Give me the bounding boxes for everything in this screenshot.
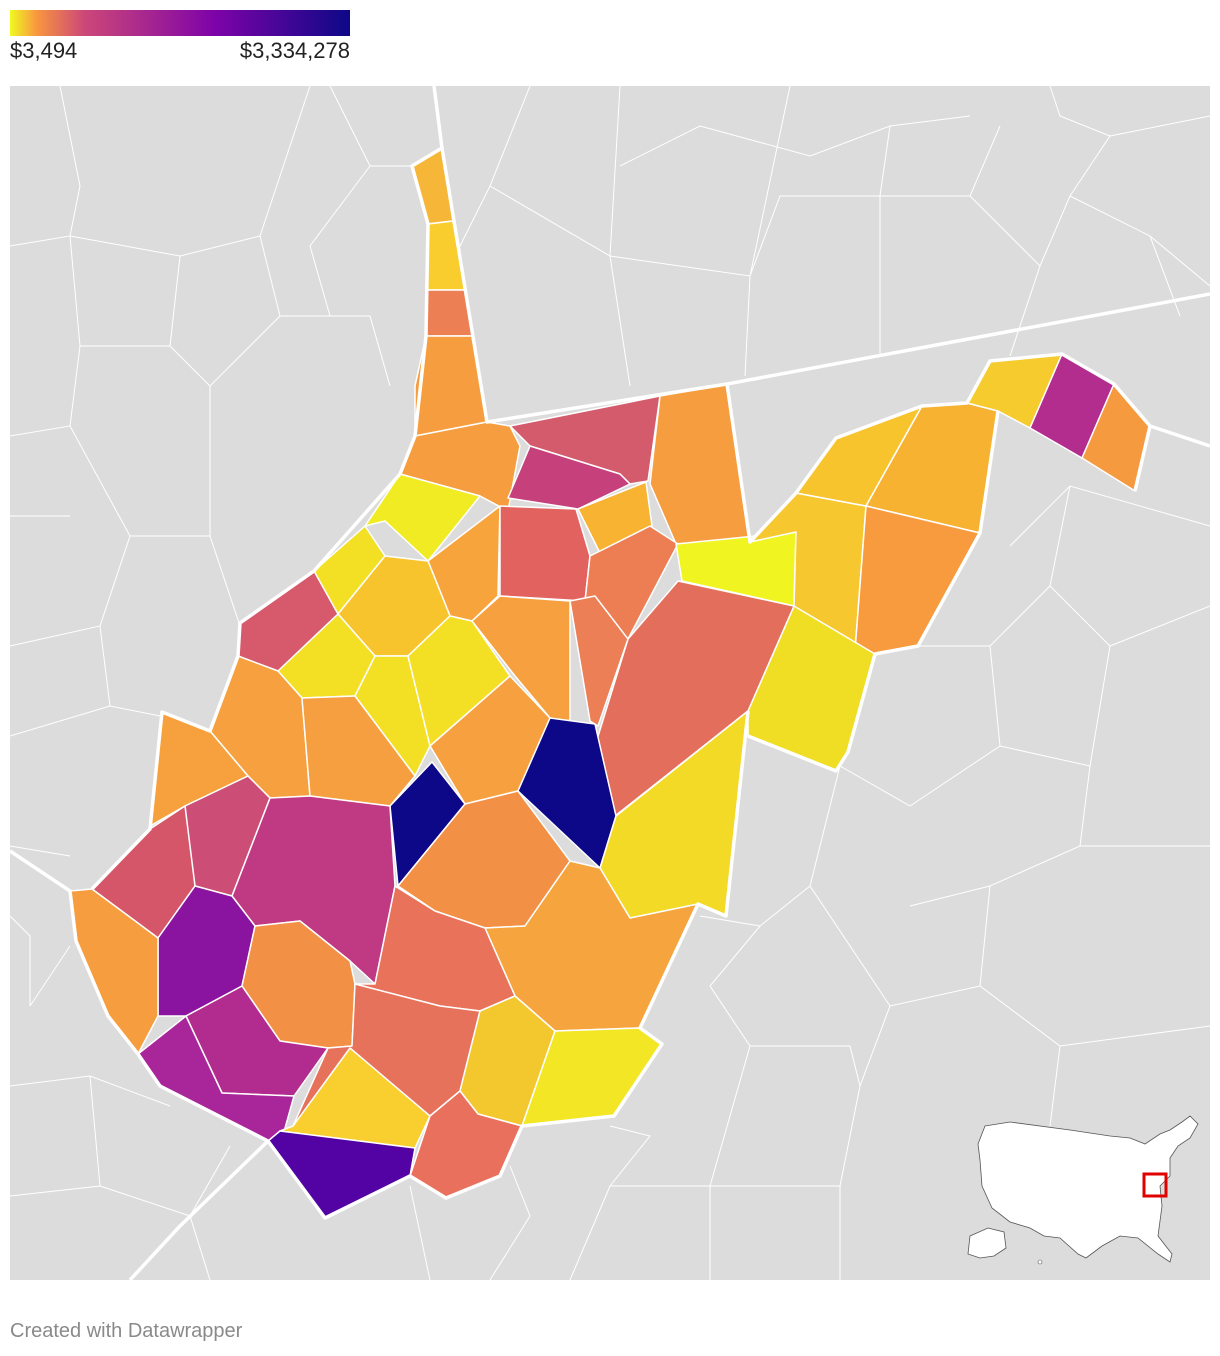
neighbor-county-lines	[10, 86, 1210, 1280]
county-region[interactable]	[517, 717, 617, 869]
color-legend: $3,494 $3,334,278	[10, 10, 350, 66]
legend-labels: $3,494 $3,334,278	[10, 38, 350, 66]
legend-gradient-bar	[10, 10, 350, 36]
state-borders	[10, 86, 1210, 1280]
map-svg	[10, 86, 1210, 1280]
county-region[interactable]	[301, 695, 416, 807]
hawaii-dot	[1037, 1259, 1043, 1265]
county-region[interactable]	[499, 505, 591, 602]
county-region[interactable]	[407, 615, 511, 747]
county-region[interactable]	[364, 473, 481, 562]
county-region[interactable]	[584, 525, 679, 640]
wv-counties	[69, 147, 1151, 1219]
legend-min-label: $3,494	[10, 38, 78, 63]
county-region[interactable]	[279, 1047, 431, 1149]
us-locator-map	[977, 1115, 1199, 1263]
locator-highlight-box	[1142, 1172, 1168, 1198]
choropleth-map	[10, 86, 1210, 1280]
county-region[interactable]	[507, 445, 631, 510]
us-locator-inset	[967, 1115, 1199, 1265]
alaska-shape	[967, 1227, 1007, 1259]
legend-max-label: $3,334,278	[239, 38, 350, 63]
credit-text: Created with Datawrapper	[10, 1320, 243, 1342]
county-region[interactable]	[354, 655, 431, 777]
county-region[interactable]	[569, 595, 629, 727]
